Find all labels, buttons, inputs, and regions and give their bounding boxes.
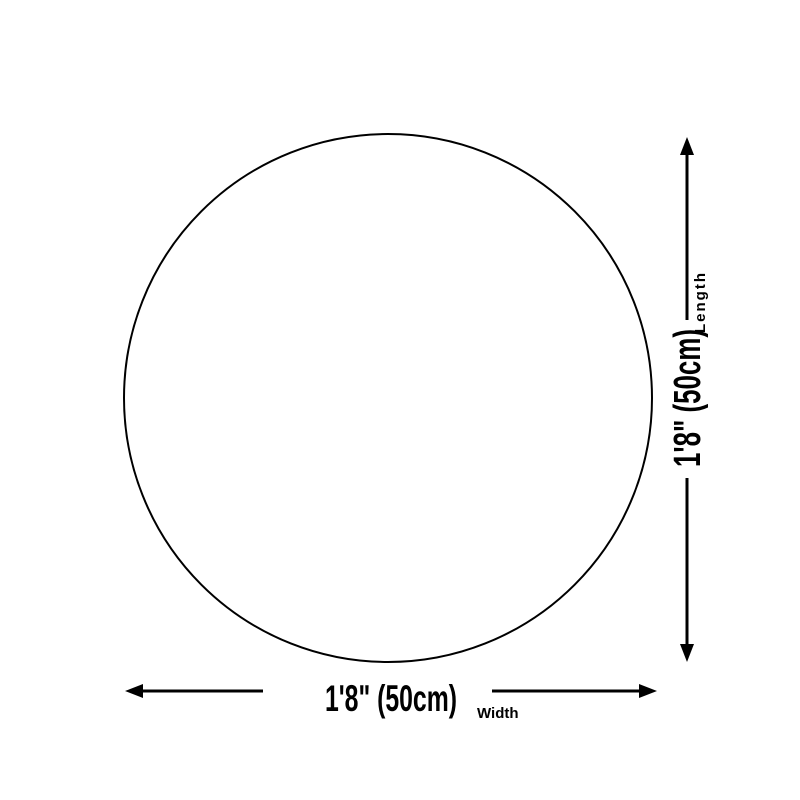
width-dimension-arrow: 1'8" (50cm) Width [125,678,657,722]
length-dimension-arrow: 1'8" (50cm) Length [667,137,709,662]
arrow-left-head-icon [125,684,143,698]
circle-shape-outline [123,133,653,663]
length-dimension-label: 1'8" (50cm) [667,329,709,467]
width-dimension-label: 1'8" (50cm) [325,678,457,719]
arrow-right-head-icon [639,684,657,698]
arrow-down-head-icon [680,644,694,662]
width-caption: Width [477,705,519,722]
length-caption: Length [692,273,709,333]
arrow-up-head-icon [680,137,694,155]
